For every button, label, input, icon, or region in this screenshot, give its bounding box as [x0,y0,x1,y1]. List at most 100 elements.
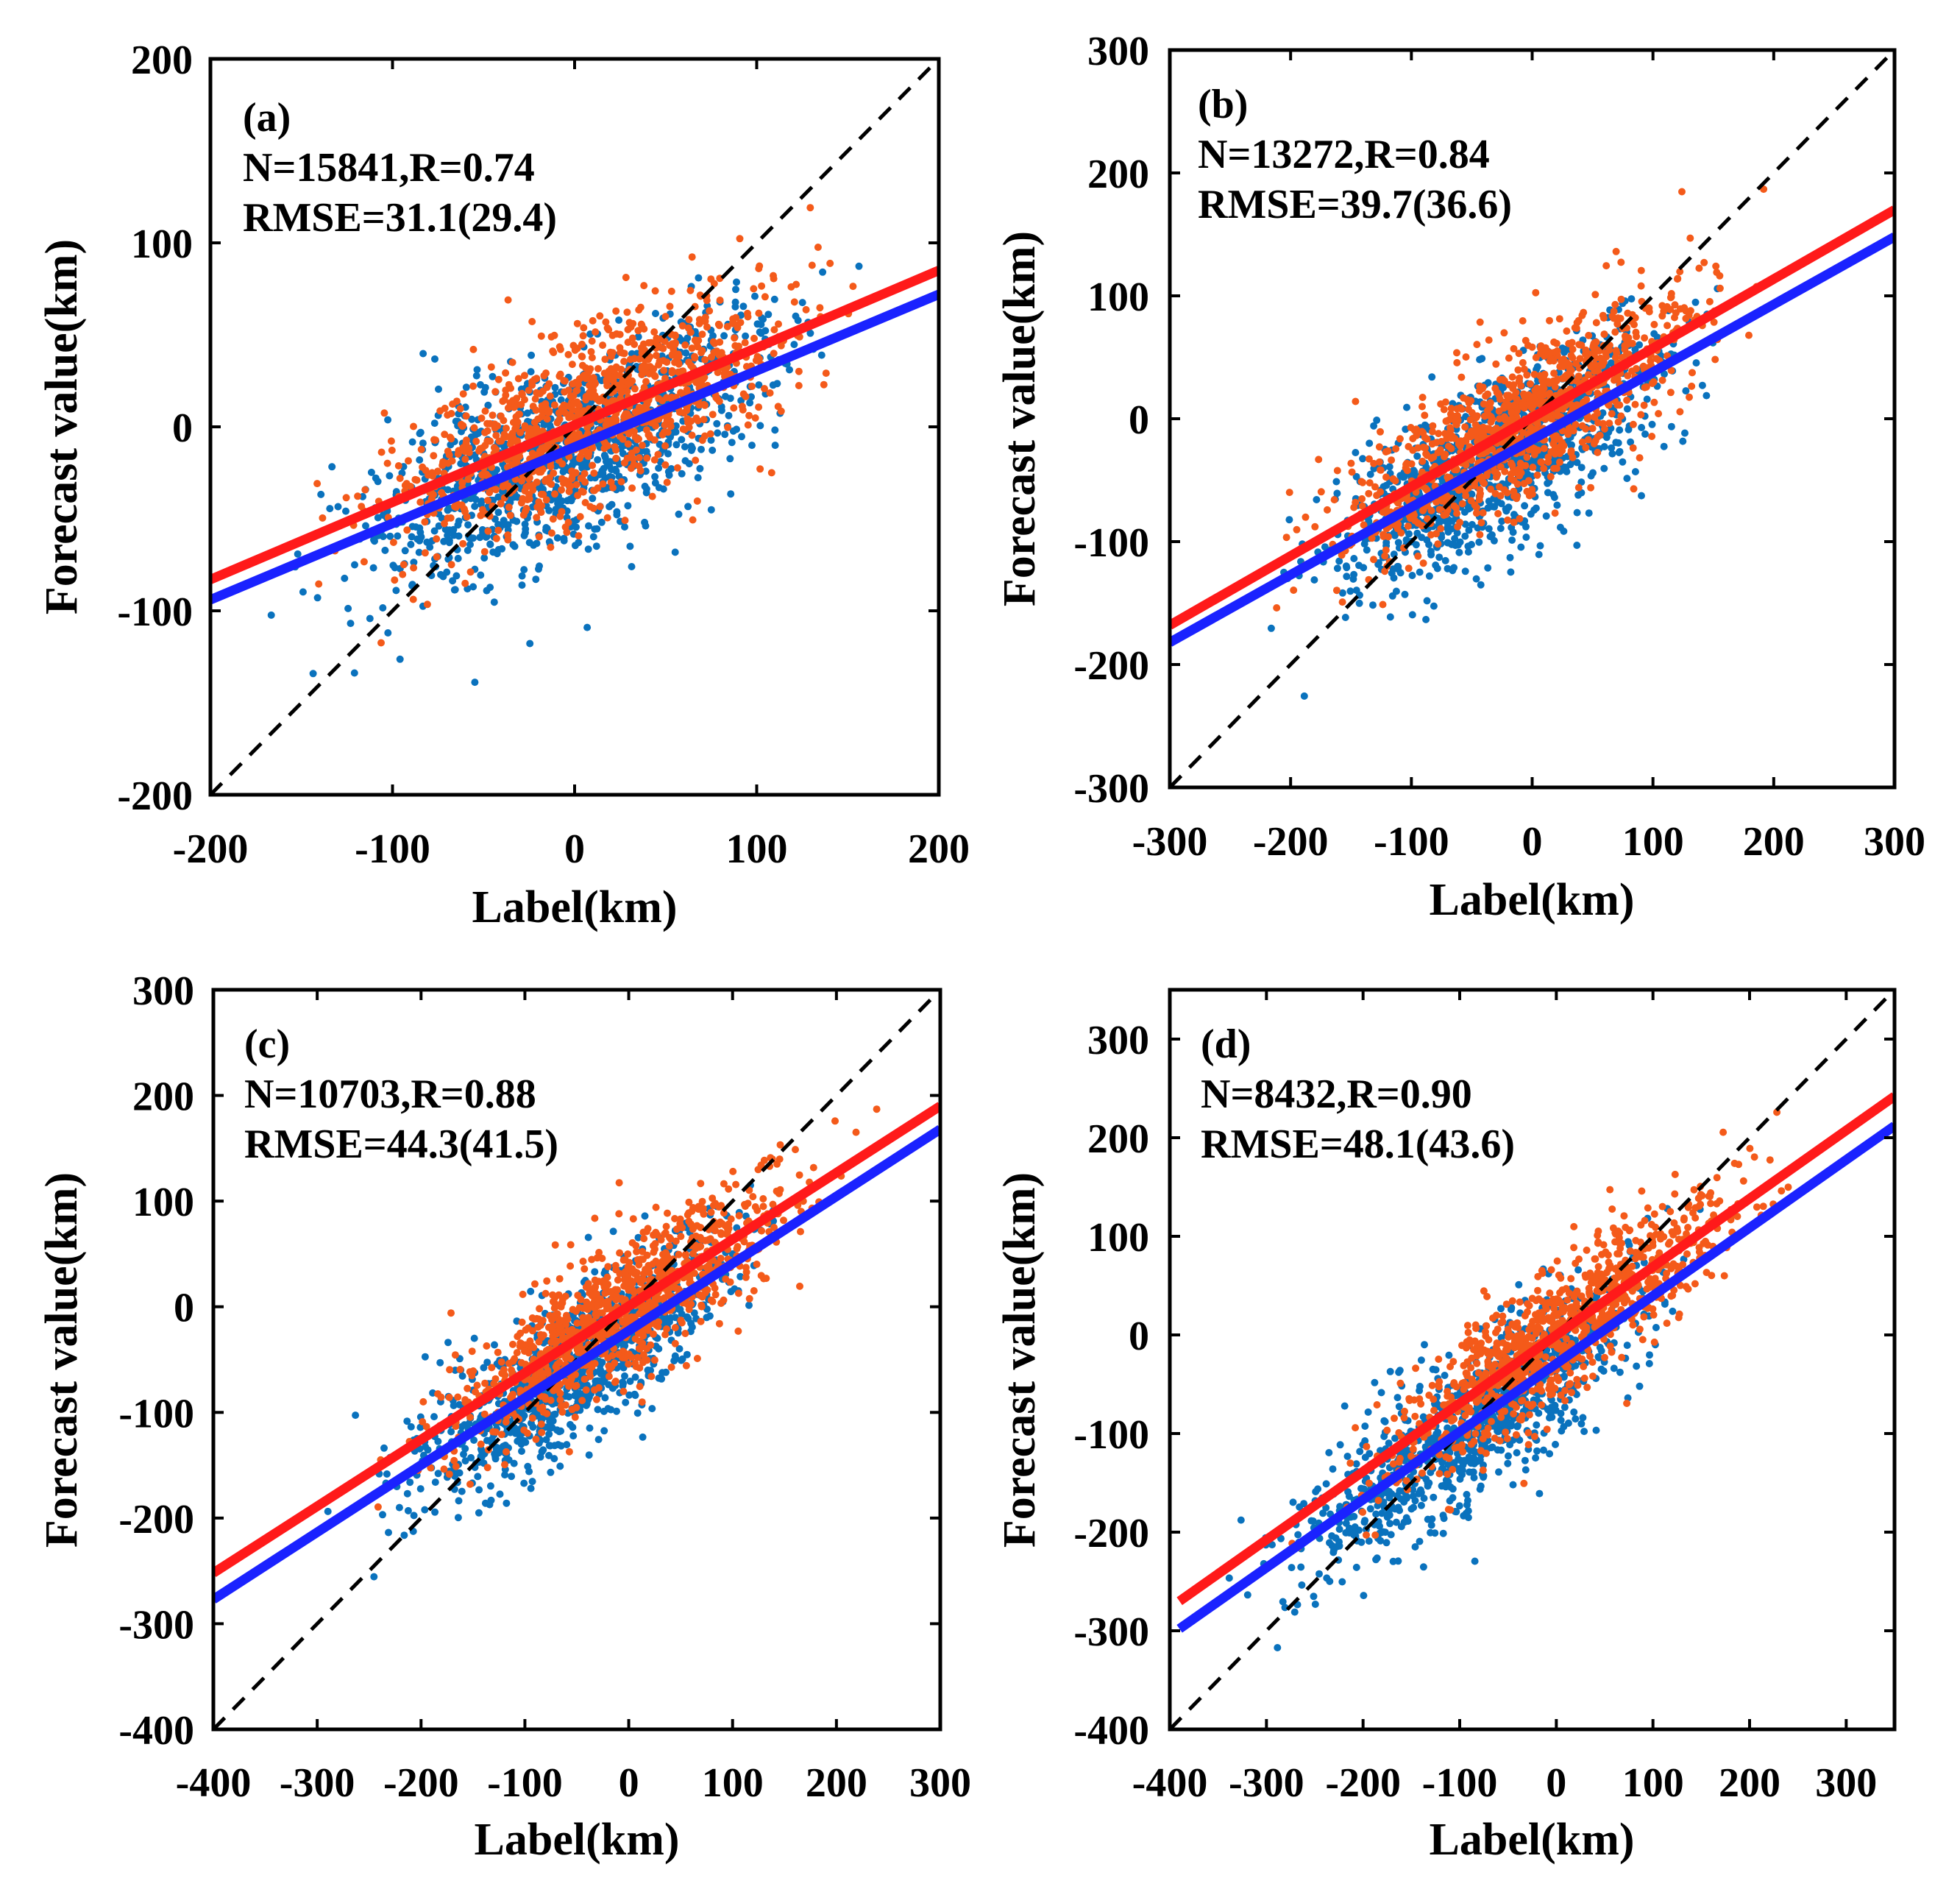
scatter-point-orange [694,417,702,425]
scatter-point-orange [1480,400,1488,408]
scatter-point-orange [659,357,667,365]
scatter-point-orange [1373,492,1381,500]
y-axis-label: Forecast value(km) [995,231,1045,606]
scatter-point-blue [431,1508,439,1516]
scatter-point-orange [635,454,643,461]
scatter-point-orange [547,529,555,537]
scatter-point-orange [1485,336,1493,344]
x-axis-label: Label(km) [1430,875,1635,925]
scatter-point-blue [472,495,480,503]
scatter-point-orange [1611,328,1619,336]
scatter-point-orange [555,409,563,417]
x-tick-label: -100 [355,826,430,872]
scatter-point-orange [1532,288,1540,297]
scatter-point-blue [1366,439,1374,447]
scatter-point-orange [527,428,534,436]
scatter-point-orange [653,336,661,343]
scatter-point-orange [570,399,578,407]
scatter-point-blue [721,431,729,439]
scatter-point-orange [1315,456,1323,464]
scatter-point-orange [504,482,512,490]
scatter-point-blue [1335,557,1343,565]
scatter-point-blue [751,292,759,300]
scatter-point-blue [1342,562,1350,570]
scatter-point-orange [492,534,500,542]
scatter-point-orange [1470,427,1478,435]
scatter-point-blue [621,523,628,531]
scatter-point-orange [1508,373,1516,381]
scatter-point-orange [565,487,573,495]
scatter-point-orange [531,395,539,403]
scatter-point-orange [596,503,604,511]
scatter-point-orange [1529,464,1537,471]
scatter-point-blue [742,332,750,340]
scatter-point-orange [642,378,650,386]
scatter-point-orange [660,428,668,436]
scatter-point-orange [1572,325,1580,332]
scatter-point-blue [1608,450,1616,458]
scatter-point-orange [1527,404,1535,412]
scatter-point-orange [624,325,632,333]
scatter-point-blue [431,355,438,363]
scatter-point-orange [1594,448,1602,456]
scatter-point-orange [661,375,669,383]
scatter-point-orange [1576,355,1584,363]
scatter-point-orange [1523,453,1531,461]
scatter-point-orange [475,447,483,455]
scatter-point-blue [426,543,434,551]
scatter-point-orange [586,503,594,511]
scatter-point-orange [509,397,517,405]
scatter-point-blue [1430,602,1438,610]
scatter-point-orange [1527,423,1535,431]
y-tick-label: 200 [131,38,193,83]
scatter-point-orange [1629,444,1637,452]
scatter-point-blue [1638,492,1645,500]
scatter-point-orange [1594,389,1602,397]
scatter-point-orange [1572,360,1580,368]
scatter-point-blue [421,1353,429,1361]
scatter-point-orange [564,350,572,358]
scatter-point-blue [313,594,322,602]
scatter-point-orange [1700,258,1708,266]
scatter-point-orange [775,320,782,328]
scatter-point-orange [1551,383,1559,391]
scatter-point-blue [351,561,358,569]
scatter-point-orange [581,499,589,506]
scatter-point-orange [1441,398,1449,406]
scatter-point-blue [1369,601,1377,609]
scatter-point-orange [547,543,555,551]
scatter-point-orange [461,456,469,463]
scatter-point-orange [542,475,550,483]
scatter-point-blue [1343,573,1351,581]
scatter-point-orange [588,354,596,361]
scatter-point-blue [545,490,553,498]
scatter-point-blue [1355,599,1363,607]
scatter-point-orange [462,412,470,420]
scatter-point-orange [792,280,800,288]
scatter-point-orange [1559,363,1567,370]
scatter-point-orange [626,355,634,364]
scatter-point-blue [583,623,592,631]
scatter-point-blue [1631,468,1639,475]
scatter-point-orange [1421,433,1429,442]
scatter-point-orange [528,381,536,389]
scatter-point-orange [519,511,528,519]
scatter-point-orange [545,380,553,388]
scatter-point-blue [326,505,334,513]
scatter-point-orange [1370,556,1377,564]
scatter-point-orange [619,435,627,443]
scatter-point-orange [655,361,663,369]
scatter-point-orange [394,462,402,470]
scatter-point-orange [525,386,533,394]
scatter-point-orange [1421,444,1430,452]
scatter-point-orange [1667,293,1675,301]
scatter-point-orange [458,479,466,487]
scatter-point-orange [588,337,596,345]
scatter-point-orange [1465,405,1473,414]
scatter-point-blue [1438,534,1446,542]
scatter-point-blue [436,1358,444,1367]
scatter-point-orange [680,409,688,417]
scatter-point-blue [1355,561,1363,570]
scatter-point-blue [1360,540,1368,548]
scatter-point-orange [1519,358,1527,366]
